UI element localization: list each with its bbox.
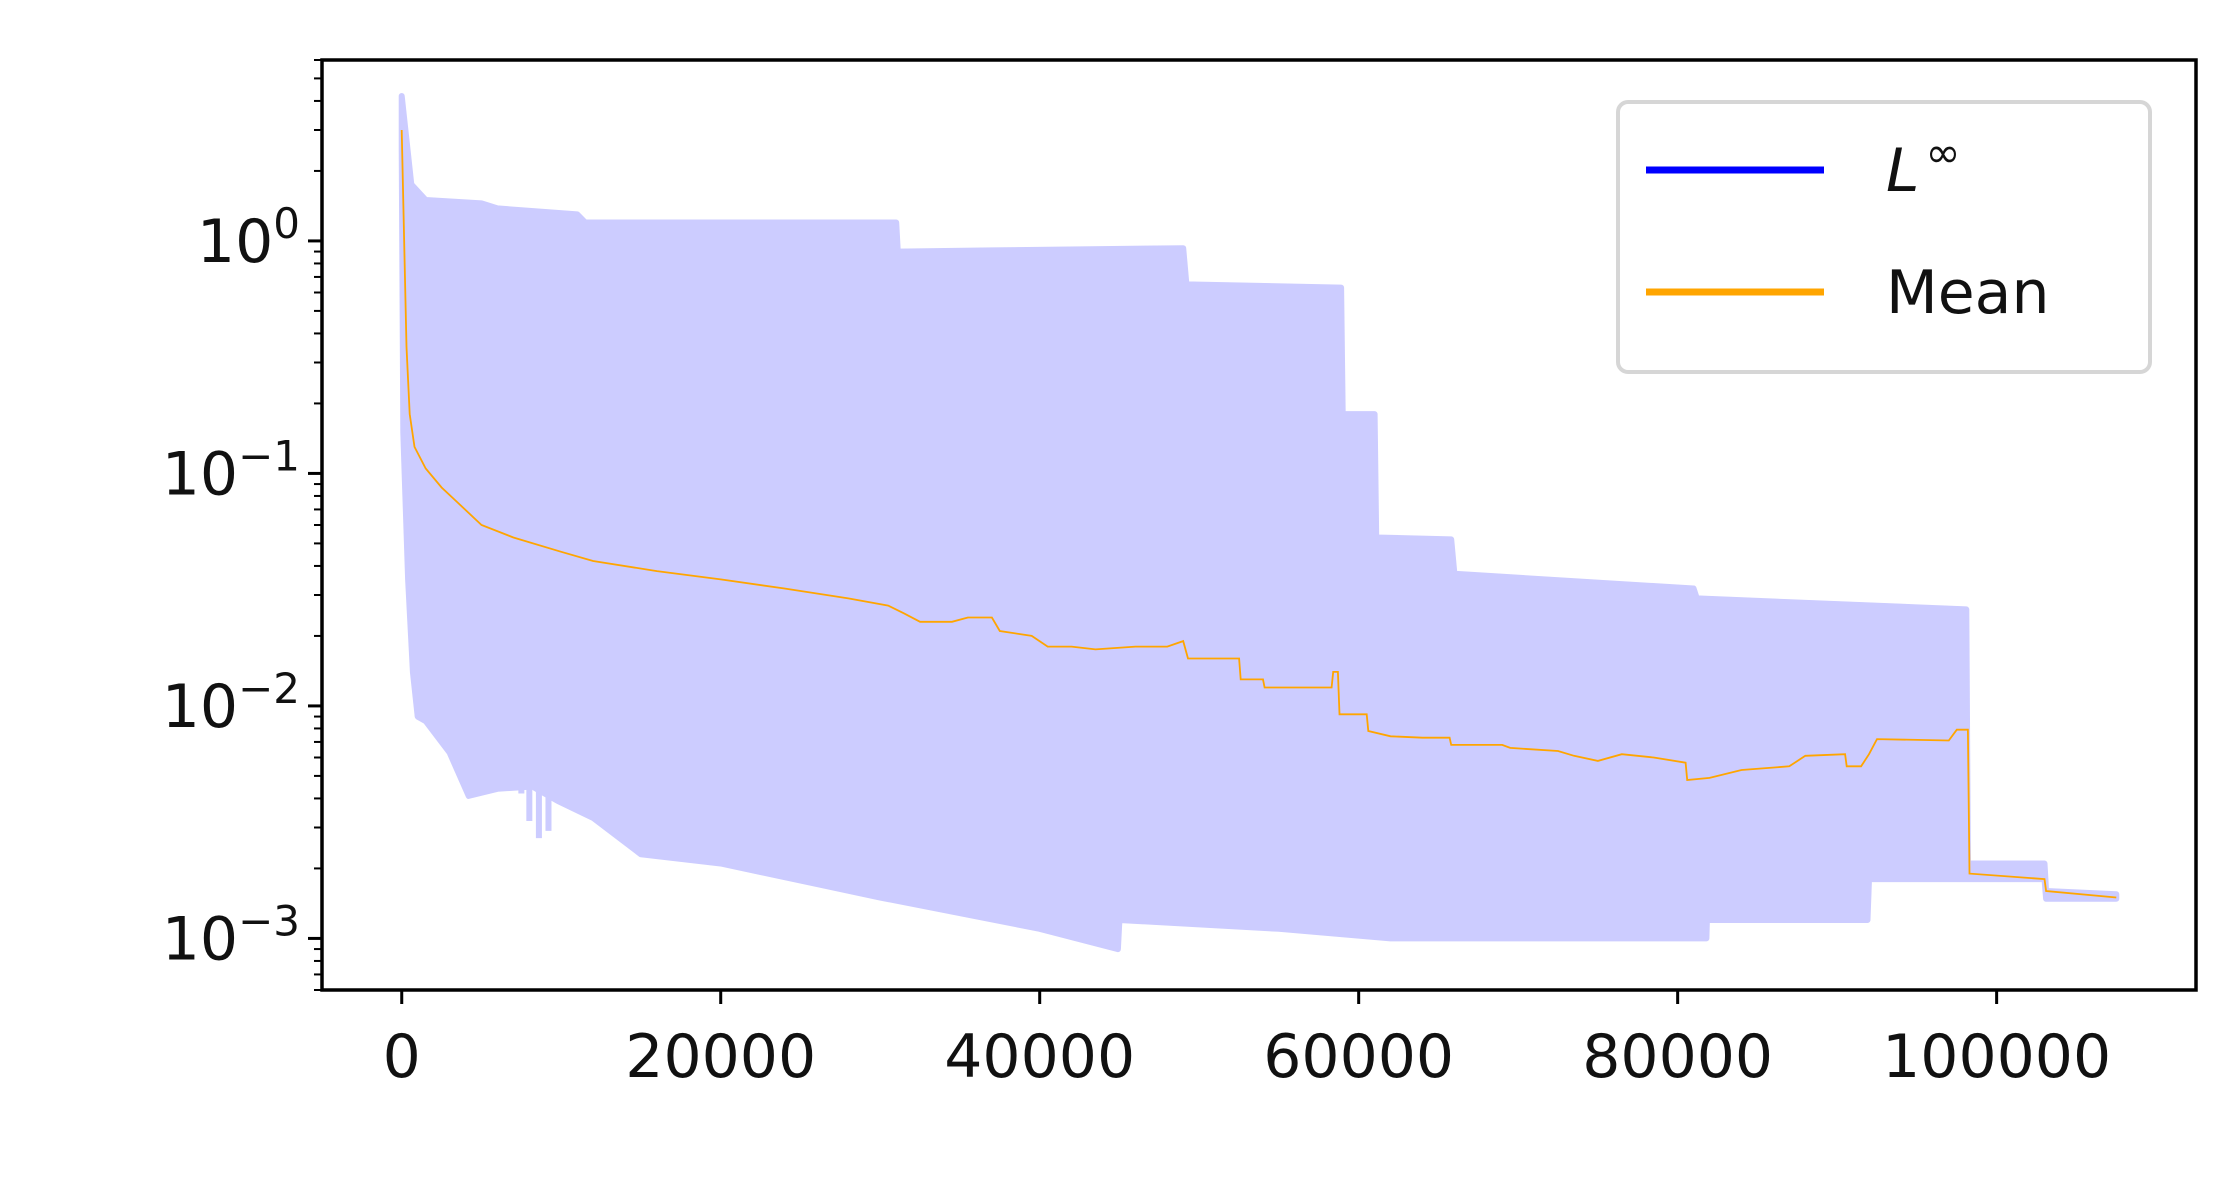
y-tick-label: 10−1: [162, 431, 300, 509]
x-tick-label: 80000: [1582, 1022, 1773, 1092]
y-tick-label: 10−3: [162, 896, 300, 974]
mean-line: [400, 129, 2117, 899]
x-tick-label: 60000: [1263, 1022, 1454, 1092]
legend-label: L ∞: [1886, 128, 1960, 206]
legend-label: Mean: [1886, 258, 2049, 328]
x-tick-label: 20000: [625, 1022, 816, 1092]
legend-box: [1616, 100, 2152, 374]
axes: 0 20000 40000 60000 80000 100000 100 10−1 10−2 10…: [162, 58, 2198, 1092]
linf-band: [398, 93, 2120, 953]
legend: L ∞ Mean: [1616, 100, 2152, 374]
x-tick-label: 0: [383, 1022, 421, 1092]
x-tick-label: 100000: [1882, 1022, 2111, 1092]
x-tick-label: 40000: [944, 1022, 1135, 1092]
y-tick-label: 100: [197, 199, 300, 277]
plot-area: [398, 93, 2120, 953]
y-tick-label: 10−2: [162, 664, 300, 742]
plot-series: [398, 93, 2120, 953]
